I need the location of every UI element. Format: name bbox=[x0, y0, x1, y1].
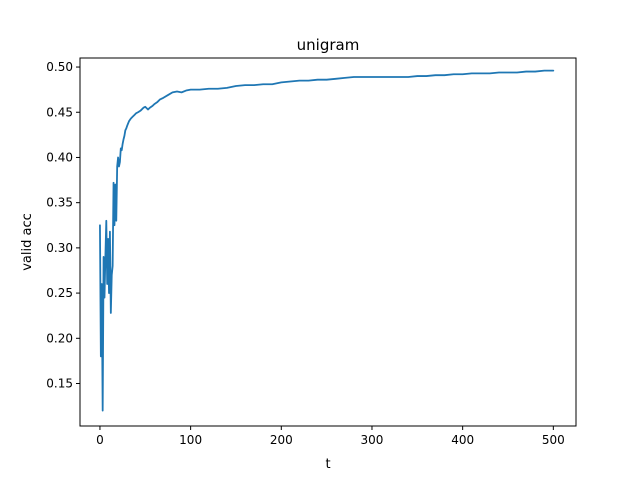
x-tick-label: 500 bbox=[542, 433, 565, 447]
chart-title: unigram bbox=[297, 36, 360, 54]
x-tick-label: 200 bbox=[270, 433, 293, 447]
y-tick-label: 0.20 bbox=[46, 331, 73, 345]
x-tick-label: 400 bbox=[451, 433, 474, 447]
y-tick-label: 0.40 bbox=[46, 150, 73, 164]
x-tick-label: 300 bbox=[361, 433, 384, 447]
y-tick-label: 0.15 bbox=[46, 377, 73, 391]
y-tick-label: 0.35 bbox=[46, 196, 73, 210]
y-axis-label: valid acc bbox=[20, 213, 35, 271]
series-line bbox=[99, 69, 555, 412]
x-tick-label: 0 bbox=[96, 433, 104, 447]
x-axis-ticks: 0 100 200 300 400 500 bbox=[96, 426, 565, 447]
y-tick-label: 0.25 bbox=[46, 286, 73, 300]
y-axis-ticks: 0.15 0.20 0.25 0.30 0.35 0.40 0.45 0.50 bbox=[46, 60, 80, 391]
x-axis-label: t bbox=[325, 457, 330, 472]
y-tick-label: 0.45 bbox=[46, 105, 73, 119]
plot-frame bbox=[79, 57, 577, 427]
y-tick-label: 0.50 bbox=[46, 60, 73, 74]
y-tick-label: 0.30 bbox=[46, 241, 73, 255]
x-tick-label: 100 bbox=[179, 433, 202, 447]
